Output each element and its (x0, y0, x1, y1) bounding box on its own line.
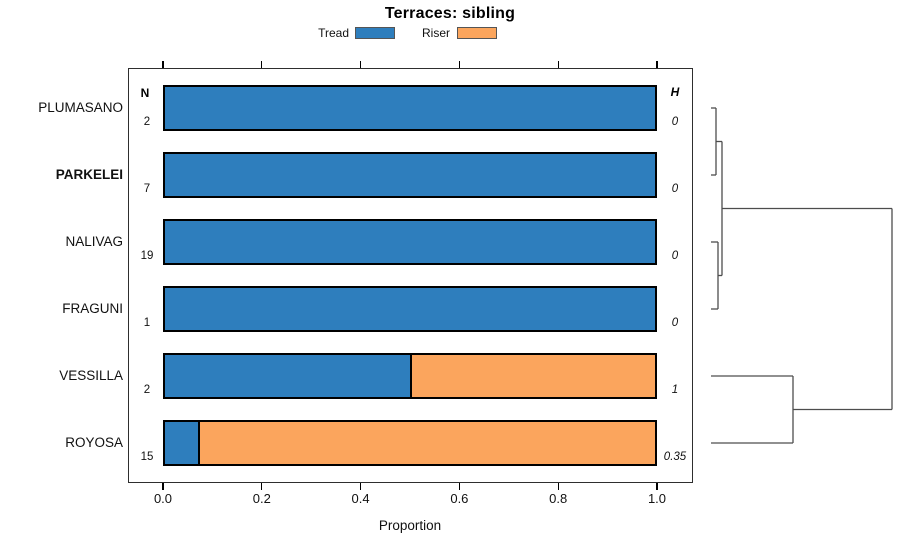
category-label: NALIVAG (65, 234, 123, 249)
category-label: PLUMASANO (38, 100, 123, 115)
category-label: VESSILLA (59, 368, 123, 383)
x-tick-label: 0.8 (549, 491, 568, 506)
bar-segment-tread (165, 87, 655, 129)
x-tick-bottom (261, 483, 263, 490)
n-value: 2 (143, 384, 151, 396)
x-tick-top (261, 61, 263, 68)
bar-row (163, 152, 657, 198)
bar-row (163, 85, 657, 131)
x-tick-label: 0.4 (351, 491, 370, 506)
h-value: 0.35 (663, 451, 687, 463)
x-tick-bottom (557, 483, 559, 490)
x-tick-bottom (162, 483, 164, 490)
chart-title: Terraces: sibling (384, 5, 516, 22)
bar-segment-tread (165, 221, 655, 263)
x-tick-top (162, 61, 164, 68)
n-value: 7 (143, 183, 151, 195)
bar-row (163, 286, 657, 332)
bar-segment-tread (165, 154, 655, 196)
x-tick-label: 0.0 (153, 491, 173, 506)
h-column-header: H (670, 85, 680, 99)
x-tick-top (557, 61, 559, 68)
x-tick-bottom (656, 483, 658, 490)
x-tick-label: 0.2 (252, 491, 271, 506)
x-tick-label: 1.0 (647, 491, 667, 506)
n-value: 1 (143, 317, 151, 329)
h-value: 1 (671, 384, 679, 396)
legend-label-riser: Riser (421, 26, 450, 40)
riser-swatch-icon (457, 27, 497, 39)
n-value: 15 (140, 451, 154, 463)
category-label: ROYOSA (65, 435, 123, 450)
n-column-header: N (140, 86, 150, 100)
x-tick-bottom (360, 483, 362, 490)
bar-row (163, 420, 657, 466)
n-value: 19 (140, 250, 154, 262)
x-tick-top (458, 61, 460, 68)
plot-area (128, 68, 693, 483)
bar-row (163, 353, 657, 399)
category-label: PARKELEI (55, 167, 123, 182)
x-axis-title: Proportion (378, 518, 442, 533)
bar-segment-tread (165, 288, 655, 330)
tread-swatch-icon (355, 27, 395, 39)
category-label: FRAGUNI (62, 301, 123, 316)
n-value: 2 (143, 116, 151, 128)
legend-label-tread: Tread (318, 26, 349, 40)
bar-segment-tread (165, 422, 198, 464)
x-tick-bottom (458, 483, 460, 490)
x-tick-top (656, 61, 658, 68)
bar-segment-tread (165, 355, 410, 397)
h-value: 0 (671, 116, 679, 128)
h-value: 0 (671, 250, 679, 262)
bar-segment-riser (198, 422, 655, 464)
x-tick-label: 0.6 (450, 491, 469, 506)
x-tick-top (360, 61, 362, 68)
bar-segment-riser (410, 355, 655, 397)
h-value: 0 (671, 317, 679, 329)
bar-row (163, 219, 657, 265)
h-value: 0 (671, 183, 679, 195)
